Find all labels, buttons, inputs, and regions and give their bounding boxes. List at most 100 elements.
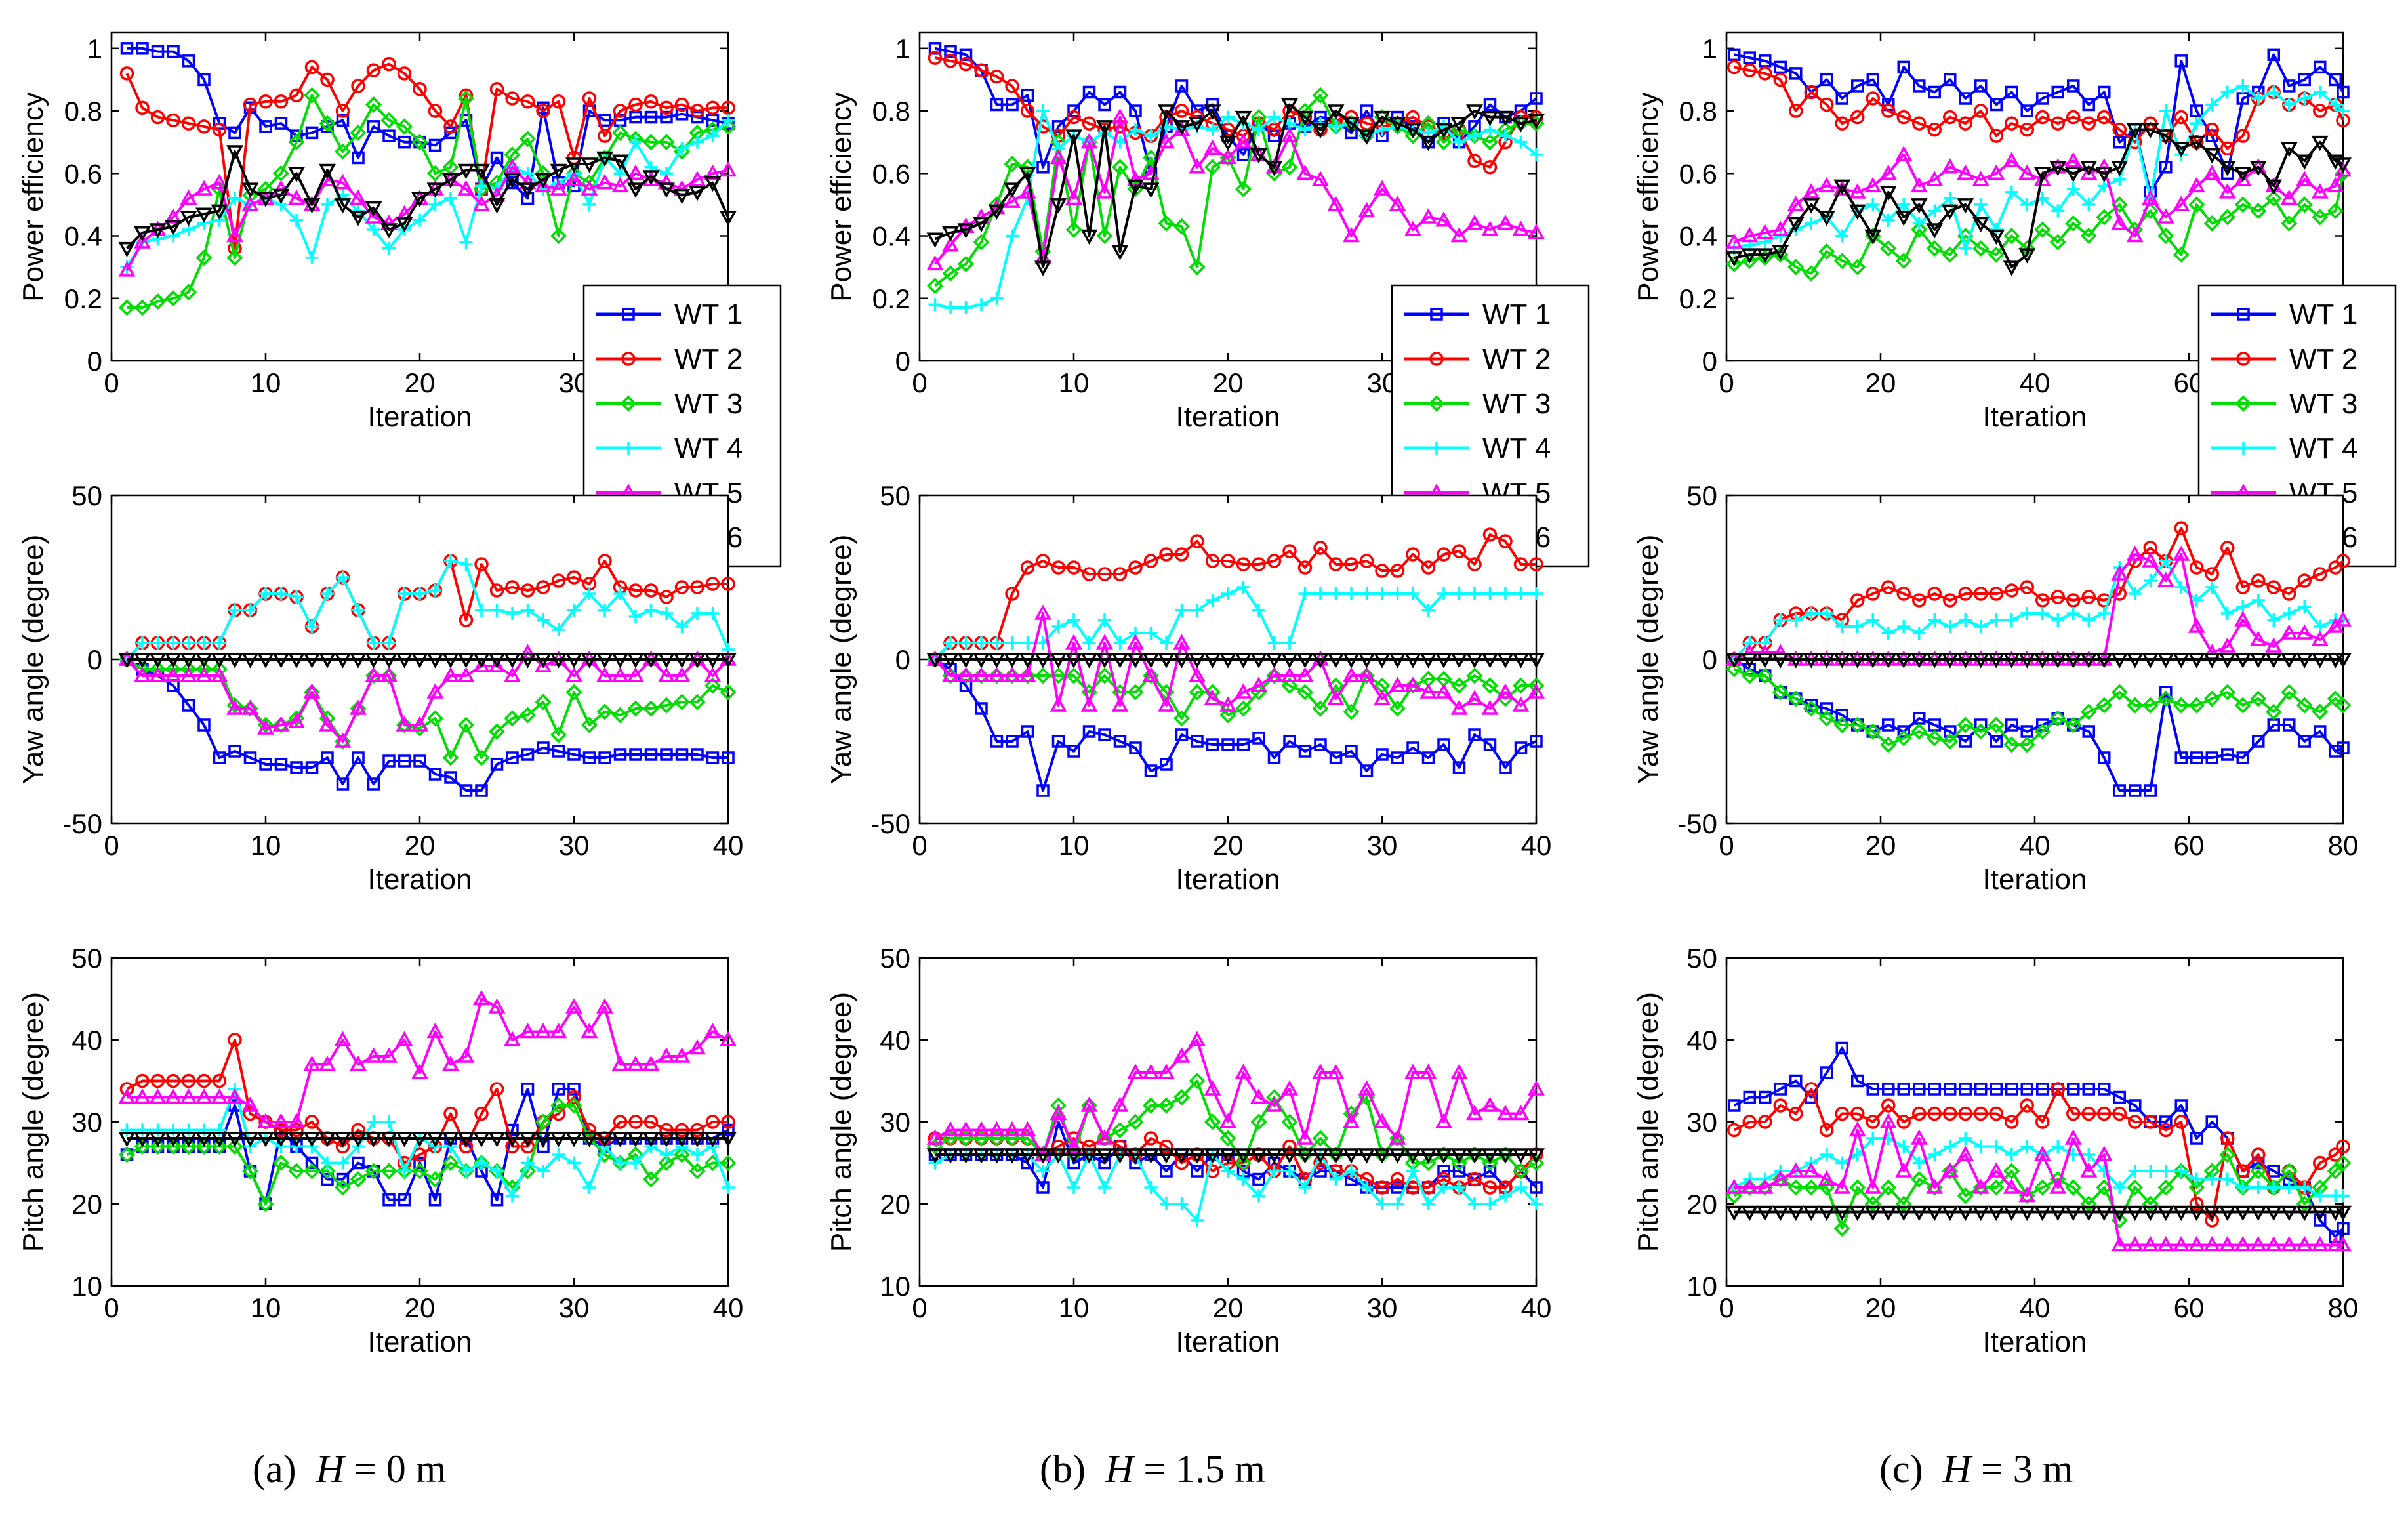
data-point	[398, 1165, 411, 1178]
data-point	[990, 291, 1004, 305]
data-point	[2280, 653, 2298, 669]
data-point	[1530, 587, 1543, 600]
data-point	[959, 301, 973, 315]
data-point	[1189, 684, 1206, 701]
data-point	[1741, 226, 1759, 243]
data-point	[2218, 1235, 2236, 1252]
data-point	[366, 63, 381, 77]
data-point	[1358, 667, 1376, 682]
data-point	[165, 220, 182, 236]
data-point	[1080, 133, 1098, 149]
data-point	[1818, 1170, 1835, 1186]
data-point	[1896, 587, 1911, 601]
data-point	[975, 636, 988, 650]
data-point	[1803, 700, 1820, 717]
data-point	[2203, 215, 2220, 232]
data-point	[519, 182, 537, 198]
x-tick-label: 0	[104, 830, 119, 861]
data-point	[658, 697, 675, 714]
data-point	[1204, 1113, 1221, 1130]
data-point	[149, 1132, 167, 1147]
data-point	[2034, 723, 2051, 740]
data-point	[704, 653, 722, 669]
data-point	[180, 1088, 197, 1104]
data-point	[134, 1088, 151, 1104]
data-point	[2297, 573, 2312, 588]
data-point	[1927, 587, 1942, 601]
data-point	[2020, 1083, 2033, 1096]
data-point	[959, 48, 973, 62]
y-tick-label: 30	[880, 1107, 910, 1138]
data-point	[1143, 1131, 1158, 1146]
data-point	[1772, 245, 1789, 260]
data-point	[1452, 761, 1466, 774]
y-tick-label: 20	[1686, 1189, 1717, 1220]
data-point	[151, 636, 165, 650]
data-point	[1127, 1113, 1144, 1130]
data-point	[658, 667, 675, 682]
data-point	[1419, 208, 1437, 224]
data-point	[1345, 587, 1358, 600]
y-tick-label: 30	[71, 1107, 102, 1138]
data-point	[1252, 732, 1265, 745]
data-point	[2298, 600, 2312, 613]
data-point	[1421, 604, 1435, 617]
data-point	[596, 653, 613, 669]
data-point	[1389, 700, 1406, 717]
y-tick-label: 0.6	[872, 158, 910, 189]
data-point	[1080, 1148, 1098, 1164]
data-point	[2003, 228, 2020, 244]
data-point	[1879, 653, 1897, 669]
data-point	[303, 1132, 321, 1147]
data-point	[2234, 167, 2252, 182]
data-point	[629, 1156, 642, 1170]
data-point	[1159, 1139, 1173, 1154]
data-point	[1050, 198, 1067, 214]
data-point	[2095, 1205, 2113, 1222]
data-point	[1143, 150, 1159, 166]
data-point	[1389, 117, 1406, 133]
data-point	[1112, 567, 1128, 581]
data-point	[290, 213, 303, 227]
data-point	[627, 182, 644, 198]
data-point	[1298, 745, 1312, 758]
data-point	[2280, 1235, 2298, 1252]
data-point	[565, 684, 582, 701]
data-point	[1297, 684, 1313, 701]
data-point	[1864, 176, 1882, 193]
data-point	[2081, 590, 2096, 604]
data-point	[596, 1132, 613, 1147]
data-point	[165, 290, 182, 307]
data-point	[504, 158, 521, 174]
data-point	[2142, 653, 2159, 669]
data-point	[1175, 1197, 1189, 1210]
data-point	[1803, 198, 1820, 214]
data-point	[2205, 98, 2219, 112]
y-tick-label: 20	[880, 1189, 910, 1220]
data-point	[1111, 653, 1129, 669]
data-point	[411, 716, 428, 732]
data-point	[1435, 1113, 1452, 1128]
data-point	[1173, 1148, 1191, 1164]
data-point	[2250, 1163, 2267, 1180]
data-point	[2064, 167, 2082, 182]
data-point	[2267, 85, 2281, 99]
data-point	[334, 653, 352, 669]
data-point	[398, 135, 411, 149]
data-point	[197, 718, 211, 732]
data-point	[134, 1132, 151, 1147]
data-point	[367, 777, 380, 791]
data-point	[290, 590, 303, 604]
data-point	[1267, 122, 1282, 137]
data-point	[1481, 1148, 1499, 1164]
data-point	[490, 1193, 504, 1207]
data-point	[1450, 117, 1468, 133]
data-point	[2267, 613, 2281, 627]
data-point	[2282, 1181, 2296, 1194]
data-point	[1082, 636, 1096, 650]
data-point	[519, 1132, 537, 1147]
data-point	[1850, 1106, 1865, 1121]
data-point	[1158, 1148, 1175, 1164]
data-point	[1358, 667, 1375, 684]
data-point	[1741, 248, 1759, 264]
